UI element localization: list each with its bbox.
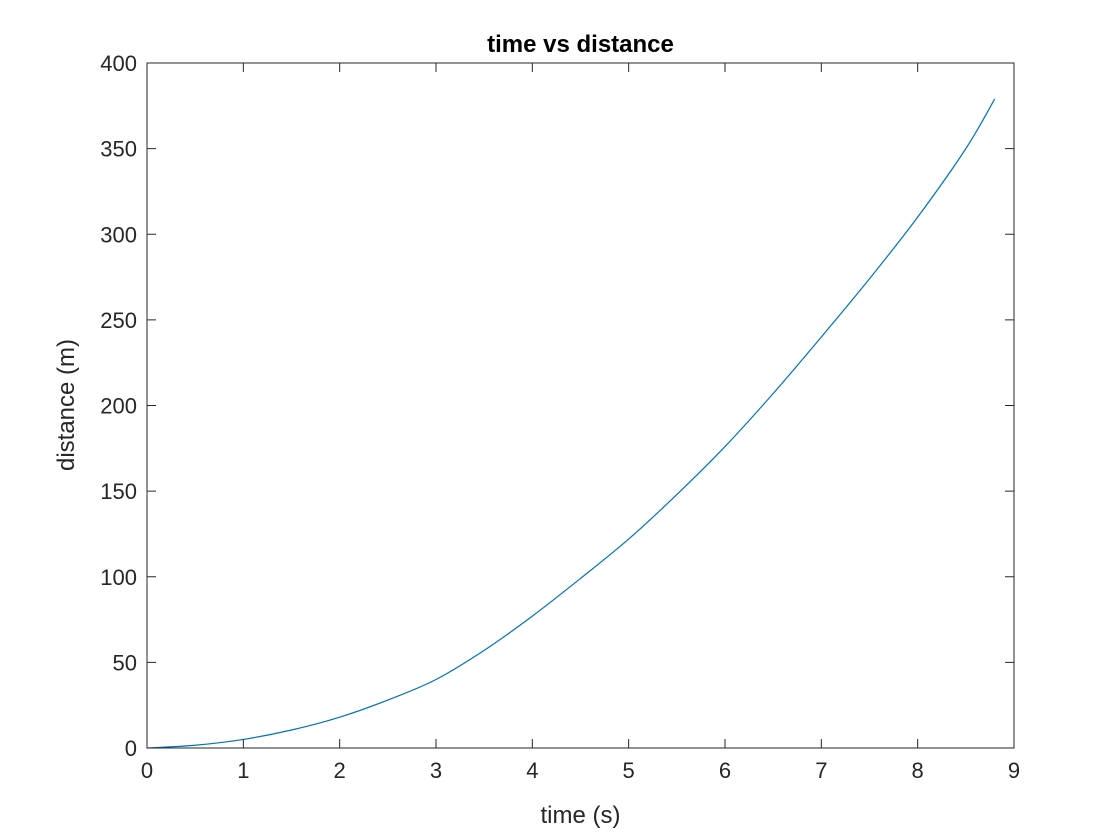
x-tick-label: 3 [430,758,442,783]
x-tick-label: 1 [237,758,249,783]
x-tick-label: 8 [912,758,924,783]
axes-box [146,62,1015,749]
y-tick-label: 400 [100,51,137,76]
y-tick-label: 100 [100,565,137,590]
y-tick-label: 350 [100,137,137,162]
x-tick-label: 0 [141,758,153,783]
x-axis-label: time (s) [541,802,621,829]
x-tick-label: 2 [334,758,346,783]
y-tick-label: 250 [100,308,137,333]
y-tick-label: 0 [125,736,137,761]
y-tick-label: 200 [100,394,137,419]
y-tick-label: 300 [100,222,137,247]
y-tick-labels: 0 50 100 150 200 250 300 350 400 [100,51,137,761]
x-tick-labels: 0 1 2 3 4 5 6 7 8 9 [141,758,1020,783]
x-tick-label: 6 [719,758,731,783]
series-layer [146,98,996,749]
series-line-0 [146,98,996,749]
x-tick-label: 5 [623,758,635,783]
x-tick-label: 4 [526,758,538,783]
chart-title: time vs distance [487,31,674,58]
x-tick-label: 7 [815,758,827,783]
y-tick-label: 50 [113,650,137,675]
y-axis-label: distance (m) [53,339,80,471]
y-tick-label: 150 [100,479,137,504]
x-tick-label: 9 [1008,758,1020,783]
plot-area [147,63,1014,748]
